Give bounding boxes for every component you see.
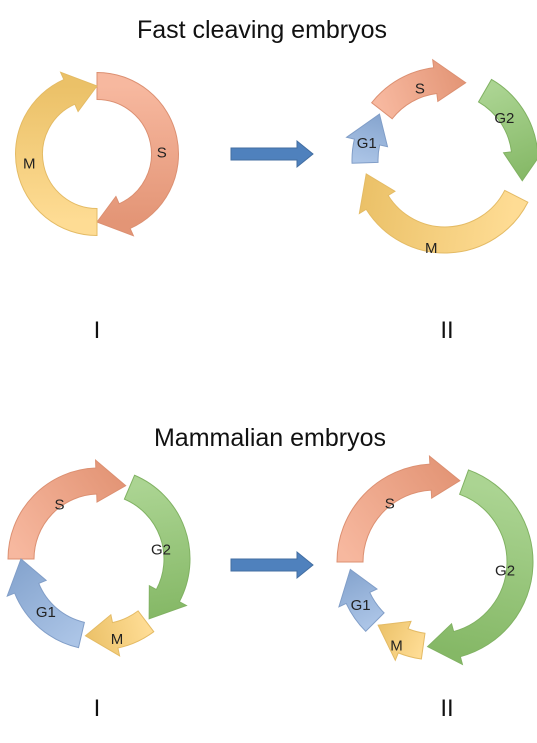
g1-phase-arrow [338, 568, 385, 633]
panel-2-cycle-ii: S G2 M G1 [336, 455, 534, 666]
panel-2-transition-arrow [230, 550, 314, 580]
m-phase-arrow [15, 71, 98, 237]
g2-phase-arrow [426, 469, 534, 666]
m-phase-label: M [111, 631, 124, 648]
panel-2-label-i: I [94, 695, 101, 722]
s-phase-label: S [54, 497, 64, 514]
m-phase-arrow [84, 610, 155, 657]
panel-1-label-i: I [94, 317, 101, 344]
panel-2-cycle-i: S G2 M G1 [6, 458, 191, 657]
s-phase-arrow [336, 455, 461, 563]
m-phase-label: M [23, 156, 36, 173]
m-phase-label: M [425, 240, 438, 257]
g1-phase-arrow [345, 113, 389, 164]
g2-phase-label: G2 [495, 563, 515, 580]
g2-phase-arrow [477, 78, 537, 182]
s-phase-arrow [7, 458, 127, 560]
s-phase-label: S [157, 144, 167, 161]
panel-1-cycle-i: SM [15, 71, 179, 237]
right-arrow-icon [230, 139, 314, 169]
s-phase-label: S [415, 80, 425, 97]
g2-phase-label: G2 [494, 110, 514, 127]
right-arrow-icon [230, 550, 314, 580]
panel-2-label-ii: II [440, 695, 453, 722]
g2-phase-label: G2 [151, 542, 171, 559]
s-phase-arrow [371, 58, 467, 120]
panel-1-title: Fast cleaving embryos [137, 16, 387, 44]
g1-phase-label: G1 [36, 604, 56, 621]
m-phase-label: M [390, 637, 403, 654]
g1-phase-label: G1 [351, 597, 371, 614]
s-phase-arrow [96, 71, 179, 237]
g1-phase-arrow [6, 558, 85, 649]
g1-phase-label: G1 [357, 135, 377, 152]
m-phase-arrow [358, 173, 529, 254]
g2-phase-arrow [123, 474, 191, 620]
m-phase-arrow [377, 620, 426, 662]
panel-1-label-ii: II [440, 317, 453, 344]
panel-2-title: Mammalian embryos [154, 424, 386, 452]
s-phase-label: S [385, 495, 395, 512]
panel-1-cycle-ii: G2 M G1 S [345, 58, 537, 257]
panel-1-transition-arrow [230, 139, 314, 169]
